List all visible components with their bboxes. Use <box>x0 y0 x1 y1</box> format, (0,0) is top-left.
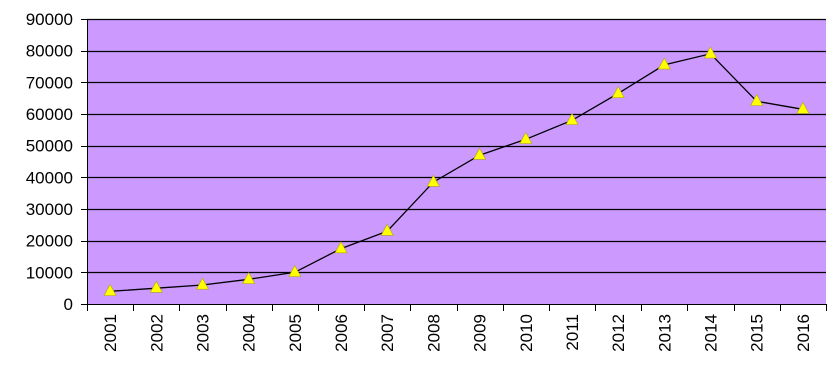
x-tick-label: 2006 <box>332 314 351 352</box>
data-point-marker <box>288 264 302 277</box>
data-point-marker <box>242 271 256 284</box>
y-tick-label: 10000 <box>26 263 73 282</box>
data-point-marker <box>750 93 764 106</box>
x-tick-label: 2016 <box>794 314 813 352</box>
x-tick-label: 2002 <box>147 314 166 352</box>
data-point-marker <box>796 101 810 114</box>
x-tick-label: 2011 <box>563 314 582 351</box>
series-line <box>110 53 804 292</box>
data-point-marker <box>426 174 440 187</box>
data-point-marker <box>657 57 671 70</box>
data-point-marker <box>611 85 625 98</box>
x-tick-label: 2005 <box>286 314 305 352</box>
data-point-marker <box>703 46 718 59</box>
data-point-marker <box>149 280 163 293</box>
x-tick-label: 2012 <box>609 314 628 352</box>
x-tick-label: 2007 <box>378 314 397 352</box>
y-tick-label: 40000 <box>26 168 73 187</box>
data-point-marker <box>565 112 579 125</box>
x-tick-label: 2010 <box>517 314 536 352</box>
data-point-marker <box>103 283 117 296</box>
x-tick-label: 2014 <box>702 314 721 352</box>
x-tick-label: 2015 <box>748 314 767 352</box>
y-tick-label: 0 <box>64 295 73 314</box>
x-tick-label: 2009 <box>471 314 490 352</box>
data-point-marker <box>334 241 348 254</box>
y-tick-label: 30000 <box>26 200 73 219</box>
y-tick-label: 20000 <box>26 232 73 251</box>
x-tick-label: 2013 <box>655 314 674 352</box>
y-tick-label: 50000 <box>26 137 73 156</box>
x-tick-label: 2004 <box>240 314 259 352</box>
y-tick-label: 90000 <box>26 10 73 29</box>
x-tick-label: 2008 <box>424 314 443 352</box>
data-point-marker <box>519 131 533 144</box>
x-tick-label: 2001 <box>101 314 120 352</box>
plot-area <box>87 19 826 304</box>
y-tick-label: 70000 <box>26 73 73 92</box>
y-tick-label: 60000 <box>26 105 73 124</box>
data-point-marker <box>195 277 210 290</box>
x-tick-label: 2003 <box>193 314 212 352</box>
data-point-marker <box>473 147 487 160</box>
data-point-marker <box>380 223 394 236</box>
y-tick-label: 80000 <box>26 42 73 61</box>
